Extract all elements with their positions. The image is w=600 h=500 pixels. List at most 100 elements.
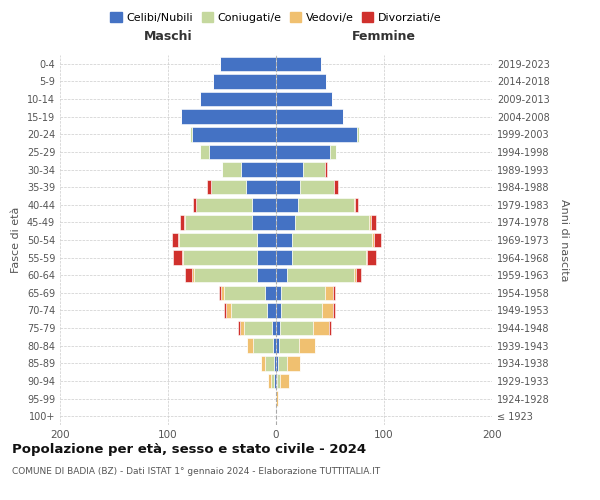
Bar bbox=[214, 74, 276, 88]
Bar bbox=[200, 92, 276, 106]
Bar bbox=[325, 286, 333, 300]
Bar bbox=[276, 374, 277, 388]
Bar bbox=[209, 144, 276, 159]
Bar bbox=[241, 321, 244, 336]
Bar bbox=[265, 356, 274, 370]
Bar bbox=[333, 286, 335, 300]
Bar bbox=[325, 162, 327, 176]
Bar bbox=[244, 321, 272, 336]
Bar bbox=[330, 144, 337, 159]
Bar bbox=[257, 268, 276, 282]
Bar bbox=[273, 338, 276, 353]
Bar bbox=[281, 304, 322, 318]
Bar bbox=[313, 321, 329, 336]
Bar bbox=[246, 180, 276, 194]
Bar bbox=[261, 356, 265, 370]
Bar bbox=[322, 304, 333, 318]
Bar bbox=[276, 92, 332, 106]
Bar bbox=[299, 338, 315, 353]
Bar bbox=[193, 198, 196, 212]
Bar bbox=[276, 110, 343, 124]
Bar bbox=[238, 321, 241, 336]
Bar bbox=[276, 250, 292, 265]
Bar bbox=[184, 215, 185, 230]
Bar bbox=[287, 268, 354, 282]
Bar bbox=[300, 180, 334, 194]
Bar bbox=[178, 233, 179, 247]
Bar bbox=[281, 286, 325, 300]
Bar bbox=[303, 162, 325, 176]
Bar bbox=[371, 215, 376, 230]
Bar bbox=[276, 233, 292, 247]
Bar bbox=[253, 338, 273, 353]
Bar bbox=[295, 215, 369, 230]
Bar bbox=[276, 180, 300, 194]
Bar bbox=[365, 250, 367, 265]
Bar bbox=[276, 162, 303, 176]
Bar bbox=[221, 286, 224, 300]
Bar bbox=[276, 56, 322, 71]
Bar bbox=[265, 286, 276, 300]
Bar bbox=[224, 286, 265, 300]
Text: Femmine: Femmine bbox=[352, 30, 416, 43]
Bar bbox=[181, 110, 276, 124]
Bar bbox=[182, 250, 183, 265]
Bar bbox=[276, 74, 326, 88]
Bar bbox=[292, 250, 365, 265]
Bar bbox=[367, 250, 376, 265]
Bar bbox=[211, 180, 246, 194]
Bar bbox=[230, 304, 268, 318]
Bar bbox=[241, 162, 276, 176]
Bar bbox=[276, 338, 279, 353]
Bar bbox=[274, 374, 276, 388]
Bar bbox=[276, 198, 298, 212]
Bar bbox=[276, 304, 281, 318]
Bar bbox=[200, 144, 209, 159]
Bar bbox=[374, 233, 381, 247]
Bar bbox=[287, 356, 300, 370]
Bar bbox=[271, 374, 274, 388]
Bar bbox=[192, 268, 194, 282]
Y-axis label: Fasce di età: Fasce di età bbox=[11, 207, 21, 273]
Text: Popolazione per età, sesso e stato civile - 2024: Popolazione per età, sesso e stato civil… bbox=[12, 442, 366, 456]
Bar bbox=[190, 127, 192, 142]
Bar bbox=[276, 286, 281, 300]
Bar bbox=[257, 233, 276, 247]
Bar bbox=[276, 127, 357, 142]
Bar bbox=[354, 198, 355, 212]
Bar bbox=[280, 321, 313, 336]
Bar bbox=[252, 215, 276, 230]
Bar bbox=[183, 250, 257, 265]
Bar bbox=[276, 215, 295, 230]
Bar bbox=[333, 304, 335, 318]
Bar bbox=[268, 374, 271, 388]
Bar bbox=[276, 392, 278, 406]
Bar bbox=[219, 286, 221, 300]
Bar bbox=[252, 198, 276, 212]
Bar bbox=[247, 338, 253, 353]
Bar bbox=[207, 180, 211, 194]
Bar bbox=[354, 268, 356, 282]
Bar bbox=[357, 127, 359, 142]
Bar bbox=[369, 215, 371, 230]
Bar bbox=[279, 338, 299, 353]
Bar bbox=[276, 356, 278, 370]
Bar bbox=[220, 56, 276, 71]
Bar bbox=[276, 268, 287, 282]
Bar bbox=[276, 321, 280, 336]
Bar bbox=[224, 304, 226, 318]
Bar bbox=[334, 180, 338, 194]
Bar bbox=[274, 356, 276, 370]
Bar bbox=[185, 268, 192, 282]
Bar bbox=[257, 250, 276, 265]
Bar bbox=[272, 321, 276, 336]
Text: COMUNE DI BADIA (BZ) - Dati ISTAT 1° gennaio 2024 - Elaborazione TUTTITALIA.IT: COMUNE DI BADIA (BZ) - Dati ISTAT 1° gen… bbox=[12, 468, 380, 476]
Bar bbox=[329, 321, 331, 336]
Bar bbox=[222, 162, 241, 176]
Bar bbox=[192, 127, 276, 142]
Text: Maschi: Maschi bbox=[143, 30, 193, 43]
Bar bbox=[268, 304, 276, 318]
Bar bbox=[180, 215, 184, 230]
Bar bbox=[179, 233, 257, 247]
Bar bbox=[172, 233, 178, 247]
